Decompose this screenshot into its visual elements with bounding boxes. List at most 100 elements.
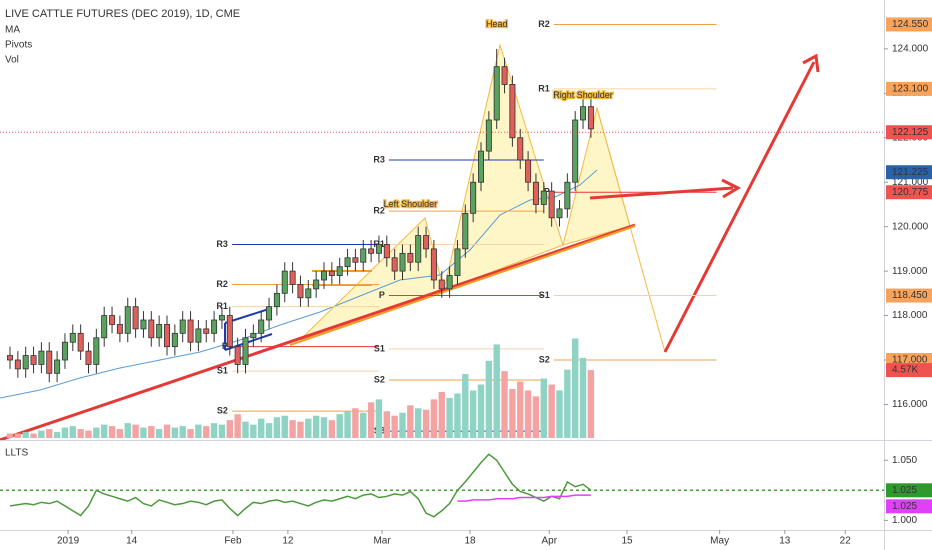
volume-bar — [344, 411, 351, 438]
volume-bar — [14, 433, 22, 438]
volume-bar — [477, 384, 485, 438]
volume-bar — [415, 408, 422, 438]
volume-bar — [258, 418, 265, 438]
volume-bar — [462, 374, 469, 438]
volume-bar — [234, 414, 241, 438]
volume-bar — [556, 390, 563, 438]
volume-bar — [203, 426, 210, 438]
indicator-marker-label: 1.025 — [892, 485, 917, 496]
volume-bar — [517, 381, 524, 438]
pivot-label: R1 — [538, 83, 550, 93]
candle-body — [320, 270, 327, 281]
price-marker-label: 123.100 — [892, 84, 929, 95]
volume-bar — [367, 402, 375, 438]
projection-line — [596, 107, 666, 353]
candle-body — [38, 350, 45, 365]
volume-bar — [375, 399, 383, 438]
volume-bar — [38, 430, 45, 438]
candle-body — [195, 328, 202, 343]
volume-bar — [210, 423, 218, 438]
signal-line — [457, 494, 591, 502]
price-marker — [886, 17, 932, 32]
candle-body — [258, 319, 265, 334]
y-tick-label: 121.000 — [892, 177, 929, 188]
candle-body — [352, 257, 359, 263]
volume-bar — [140, 427, 147, 438]
volume-bar — [155, 429, 163, 438]
y-tick-label: 1.000 — [892, 515, 917, 526]
x-tick-label: 2019 — [57, 536, 80, 547]
arrow — [589, 186, 734, 200]
volume-bar — [501, 371, 508, 438]
volume-bar — [485, 360, 493, 438]
y-tick-label: 124.000 — [892, 44, 929, 55]
candle-body — [540, 190, 547, 205]
candle-body — [493, 66, 500, 121]
pivot-label: S1 — [374, 343, 385, 353]
trend-line — [0, 223, 636, 442]
volume-bar — [548, 384, 555, 438]
x-tick-label: May — [710, 536, 729, 547]
volume-bar — [312, 415, 320, 438]
volume-bar — [108, 426, 116, 438]
x-tick-label: Mar — [373, 536, 391, 547]
indicator-marker — [886, 499, 932, 514]
volume-bar — [289, 420, 296, 438]
volume-bar — [46, 429, 53, 438]
price-marker — [886, 288, 932, 303]
y-tick-label: 118.000 — [892, 310, 928, 321]
indicator-marker-label: 1.025 — [892, 501, 917, 512]
candle-body — [525, 159, 532, 183]
volume-bar — [579, 357, 587, 438]
volume-bar — [320, 417, 328, 438]
price-marker-label: 117.000 — [892, 355, 928, 366]
y-tick-label: 119.000 — [892, 266, 928, 277]
candle-body — [211, 319, 218, 334]
candle-body — [132, 306, 139, 330]
volume-bar — [352, 408, 359, 438]
volume-bar — [250, 424, 257, 438]
volume-bar — [391, 415, 398, 438]
volume-bar — [116, 429, 124, 438]
volume-bar — [532, 396, 540, 438]
pivot-label: S1 — [539, 290, 550, 300]
candle-body — [415, 235, 422, 263]
volume-bar — [226, 420, 233, 438]
pivot-label: R3 — [373, 154, 385, 164]
volume-bar — [265, 423, 273, 438]
arrow-head — [802, 53, 820, 73]
x-tick-label: Feb — [224, 536, 242, 547]
candle-body — [509, 84, 516, 139]
price-marker-label: 124.550 — [892, 19, 929, 30]
candle-body — [313, 279, 320, 290]
candle-body — [532, 181, 539, 205]
pivot-label: S1 — [217, 365, 228, 375]
volume-bar — [6, 433, 14, 438]
candle-body — [77, 332, 84, 352]
volume-bar — [297, 421, 304, 438]
candle-body — [305, 288, 312, 299]
pattern-label: Left Shoulder — [384, 199, 438, 209]
volume-bar — [540, 378, 547, 438]
price-marker-label: 122.125 — [892, 127, 929, 138]
volume-bar — [124, 423, 131, 438]
candle-body — [61, 341, 68, 361]
volume-bar — [383, 411, 390, 438]
volume-bar — [30, 433, 37, 438]
volume-bar — [53, 432, 61, 438]
x-tick-label: 15 — [621, 536, 633, 547]
indicator-marker — [886, 483, 932, 498]
candle-body — [273, 292, 280, 308]
volume-bar — [195, 424, 202, 438]
candle-body — [454, 248, 461, 276]
candle-body — [22, 355, 29, 370]
volume-bar — [77, 429, 84, 438]
volume-bar — [242, 421, 249, 438]
y-tick-label: 1.050 — [892, 455, 917, 466]
volume-bar — [22, 432, 29, 438]
candle-body — [234, 346, 241, 365]
price-marker-label: 121.225 — [892, 167, 929, 178]
price-marker — [886, 165, 932, 180]
candle-body — [30, 355, 37, 365]
